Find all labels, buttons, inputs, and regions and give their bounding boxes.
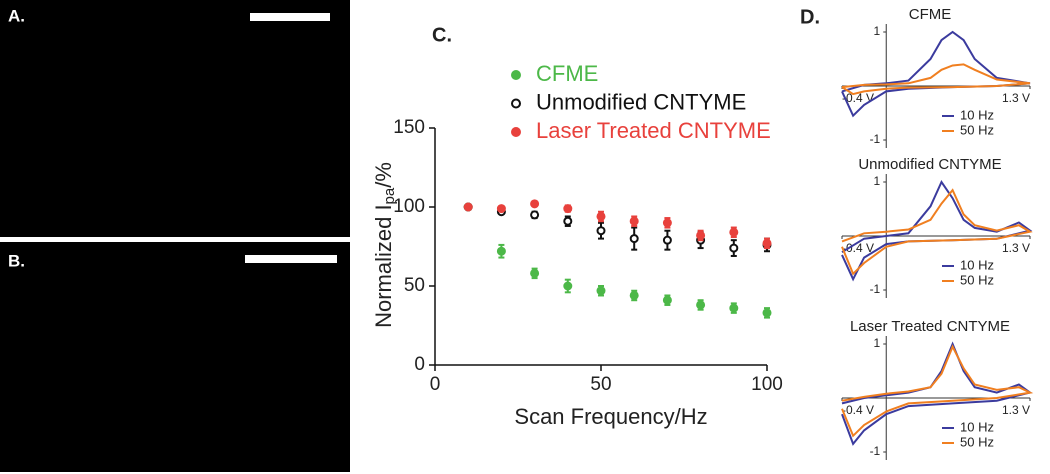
data-point xyxy=(530,199,540,209)
legend-label: 50 Hz xyxy=(960,272,994,287)
data-point xyxy=(596,286,606,296)
data-point xyxy=(729,303,739,313)
x-tick-label: -0.4 V xyxy=(842,403,874,417)
data-point xyxy=(696,300,706,310)
x-tick-label: 100 xyxy=(751,374,783,395)
sem-texture-a xyxy=(0,0,350,237)
cv-curve xyxy=(841,63,1031,96)
y-axis-label-sub: pa xyxy=(381,187,398,204)
data-point xyxy=(629,234,639,244)
legend-label: 10 Hz xyxy=(960,257,994,272)
cv-curve xyxy=(841,344,1034,438)
data-point xyxy=(729,243,739,253)
cv-curve xyxy=(841,188,1033,276)
panel-label: B. xyxy=(8,251,25,270)
y-tick-label: 1 xyxy=(874,174,881,188)
x-tick-label: 1.3 V xyxy=(1002,241,1030,255)
legend-marker xyxy=(511,98,521,109)
data-point xyxy=(596,211,606,221)
y-tick-label: -1 xyxy=(870,444,881,458)
y-axis-label: Normalized Ipa/% xyxy=(371,162,398,328)
x-tick-label: 1.3 V xyxy=(1002,403,1030,417)
legend-label: 10 Hz xyxy=(960,419,994,434)
legend-label: Unmodified CNTYME xyxy=(536,89,746,114)
data-point xyxy=(530,268,540,278)
x-axis-label: Scan Frequency/Hz xyxy=(514,404,707,429)
chart-title: Laser Treated CNTYME xyxy=(850,318,1010,335)
data-point xyxy=(729,227,739,237)
data-point xyxy=(596,226,606,236)
panel-label: C. xyxy=(432,24,452,46)
data-point xyxy=(463,202,473,212)
data-point xyxy=(530,210,540,220)
scale-bar xyxy=(245,255,337,263)
data-point xyxy=(662,218,672,228)
cv-curve xyxy=(841,179,1033,282)
x-tick-label: 50 xyxy=(590,374,611,395)
y-tick-label: 1 xyxy=(874,336,881,350)
data-point xyxy=(629,290,639,300)
x-tick-label: -0.4 V xyxy=(842,91,874,105)
data-point xyxy=(762,308,772,318)
chart-title: CFME xyxy=(909,6,952,23)
legend-label: 10 Hz xyxy=(960,107,994,122)
data-point xyxy=(662,295,672,305)
x-tick-label: -0.4 V xyxy=(842,241,874,255)
y-tick-label: -1 xyxy=(870,132,881,146)
legend-marker xyxy=(511,127,521,137)
data-point xyxy=(563,216,573,226)
legend-label: 50 Hz xyxy=(960,434,994,449)
legend-label: 50 Hz xyxy=(960,122,994,137)
data-point xyxy=(563,281,573,291)
y-tick-label: 150 xyxy=(393,117,425,138)
cv-curve xyxy=(841,30,1031,118)
legend-label: CFME xyxy=(536,61,598,86)
x-tick-label: 0 xyxy=(430,374,441,395)
legend-label: Laser Treated CNTYME xyxy=(536,118,771,143)
y-axis-label-main: Normalized I xyxy=(371,204,396,327)
y-tick-label: 1 xyxy=(874,24,881,38)
data-point xyxy=(496,246,506,256)
data-point xyxy=(762,238,772,248)
y-tick-label: 0 xyxy=(414,354,425,375)
y-axis-label-unit: /% xyxy=(371,162,396,188)
legend-marker xyxy=(511,70,521,80)
data-point xyxy=(563,204,573,214)
y-tick-label: 100 xyxy=(393,196,425,217)
x-tick-label: 1.3 V xyxy=(1002,91,1030,105)
panel-label: D. xyxy=(800,6,820,28)
scale-bar xyxy=(250,13,330,21)
y-tick-label: 50 xyxy=(404,275,425,296)
sem-texture-b xyxy=(0,242,350,472)
chart-title: Unmodified CNTYME xyxy=(858,156,1001,173)
data-point xyxy=(662,235,672,245)
y-tick-label: -1 xyxy=(870,282,881,296)
panel-label: A. xyxy=(8,6,25,25)
cv-curve xyxy=(841,341,1033,446)
data-point xyxy=(496,204,506,214)
data-point xyxy=(629,216,639,226)
data-point xyxy=(696,230,706,240)
